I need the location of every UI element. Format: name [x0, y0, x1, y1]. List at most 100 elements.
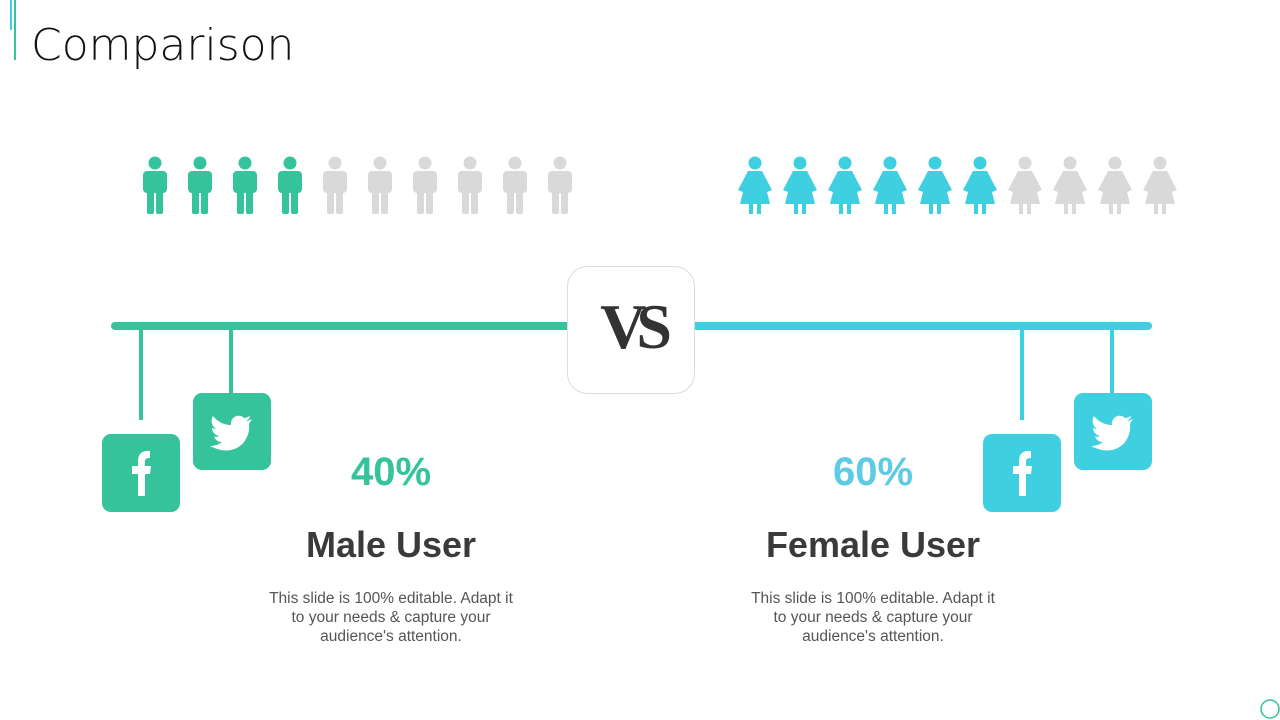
female-icon	[738, 156, 772, 214]
icon-head	[328, 156, 342, 170]
icon-dress	[1008, 171, 1042, 204]
icon-leg	[507, 190, 514, 214]
male-icon	[323, 156, 347, 214]
icon-head	[148, 156, 162, 170]
female-icon	[873, 156, 907, 214]
icon-leg	[462, 190, 469, 214]
icon-leg	[749, 202, 753, 214]
icon-dress	[873, 171, 907, 204]
male-icon	[143, 156, 167, 214]
male-icon	[278, 156, 302, 214]
percentage: 60%	[832, 450, 914, 494]
icon-head	[1108, 156, 1122, 170]
male-icon	[548, 156, 572, 214]
icon-leg	[417, 190, 424, 214]
icon-leg	[372, 190, 379, 214]
icon-head	[1018, 156, 1032, 170]
facebook-glyph	[1013, 450, 1032, 496]
decor-circle	[1260, 699, 1280, 719]
male-icon	[368, 156, 392, 214]
percentage: 40%	[350, 450, 432, 494]
icon-dress	[1098, 171, 1132, 204]
icon-leg	[156, 190, 163, 214]
icon-leg	[794, 202, 798, 214]
icon-leg	[892, 202, 896, 214]
icon-leg	[426, 190, 433, 214]
twitter-glyph	[210, 415, 252, 451]
icon-leg	[1072, 202, 1076, 214]
icon-leg	[1109, 202, 1113, 214]
icon-body	[323, 171, 347, 193]
icon-leg	[237, 190, 244, 214]
icon-leg	[147, 190, 154, 214]
icon-leg	[884, 202, 888, 214]
icon-leg	[929, 202, 933, 214]
icon-head	[883, 156, 897, 170]
icon-body	[413, 171, 437, 193]
group-label: Female User	[765, 524, 981, 565]
icon-head	[238, 156, 252, 170]
icon-head	[838, 156, 852, 170]
icon-dress	[918, 171, 952, 204]
male-icon	[503, 156, 527, 214]
icon-leg	[282, 190, 289, 214]
male-icon	[233, 156, 257, 214]
icon-head	[418, 156, 432, 170]
icon-leg	[561, 190, 568, 214]
icon-leg	[839, 202, 843, 214]
description: This slide is 100% editable. Adapt it to…	[751, 590, 995, 645]
icon-leg	[201, 190, 208, 214]
male-icon	[188, 156, 212, 214]
icon-leg	[552, 190, 559, 214]
icon-leg	[937, 202, 941, 214]
female-icon	[783, 156, 817, 214]
icon-body	[278, 171, 302, 193]
icon-head	[928, 156, 942, 170]
female-icon	[1098, 156, 1132, 214]
icon-leg	[381, 190, 388, 214]
icon-head	[193, 156, 207, 170]
icon-body	[548, 171, 572, 193]
description: This slide is 100% editable. Adapt it to…	[269, 590, 513, 645]
icon-leg	[1019, 202, 1023, 214]
icon-head	[508, 156, 522, 170]
icon-leg	[974, 202, 978, 214]
icon-leg	[516, 190, 523, 214]
icon-head	[463, 156, 477, 170]
title: Comparison	[31, 20, 295, 71]
icon-leg	[246, 190, 253, 214]
icon-leg	[1027, 202, 1031, 214]
icon-leg	[327, 190, 334, 214]
icon-head	[373, 156, 387, 170]
icon-leg	[291, 190, 298, 214]
icon-head	[748, 156, 762, 170]
icon-head	[283, 156, 297, 170]
female-icon	[828, 156, 862, 214]
icon-leg	[192, 190, 199, 214]
icon-dress	[828, 171, 862, 204]
female-icon	[1008, 156, 1042, 214]
male-icon	[413, 156, 437, 214]
icon-leg	[982, 202, 986, 214]
icon-head	[1153, 156, 1167, 170]
icon-leg	[471, 190, 478, 214]
icon-dress	[783, 171, 817, 204]
icon-head	[973, 156, 987, 170]
icon-body	[233, 171, 257, 193]
icon-dress	[1143, 171, 1177, 204]
vs-box	[567, 266, 695, 394]
icon-leg	[847, 202, 851, 214]
icon-head	[553, 156, 567, 170]
female-icon	[1053, 156, 1087, 214]
icon-body	[188, 171, 212, 193]
icon-leg	[1162, 202, 1166, 214]
icon-body	[368, 171, 392, 193]
icon-leg	[1154, 202, 1158, 214]
icon-leg	[757, 202, 761, 214]
female-icon	[1143, 156, 1177, 214]
vs-label: VS	[600, 291, 672, 362]
female-icon	[963, 156, 997, 214]
icon-leg	[802, 202, 806, 214]
icon-head	[793, 156, 807, 170]
